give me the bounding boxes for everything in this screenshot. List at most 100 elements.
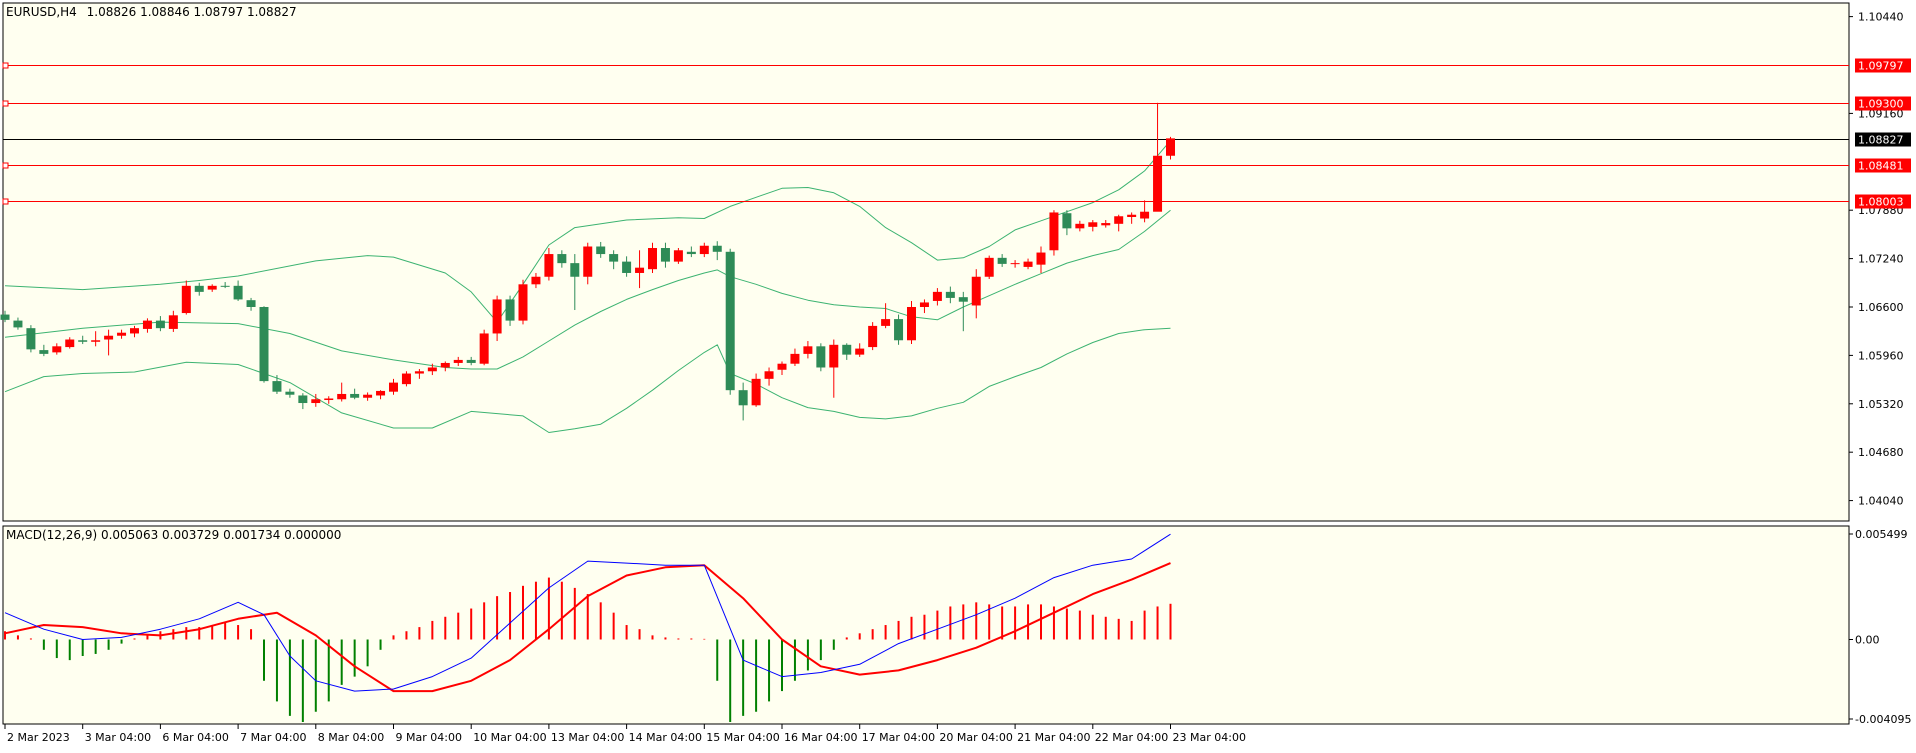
candle-body [117,332,127,336]
candle-body [868,325,878,348]
macd-panel[interactable] [2,525,1850,725]
current-price-text: 1.08827 [1858,134,1904,147]
candle-body [78,340,88,342]
candle-body [155,320,165,329]
candle-body [997,257,1007,264]
price-tick-label: 1.09160 [1858,107,1904,120]
candle-body [919,302,929,307]
candle-body [13,320,23,328]
candle-body [557,254,567,264]
candle-body [686,251,696,255]
candle-body [285,391,295,395]
level-tag-text-2: 1.09300 [1858,98,1904,111]
candle-body [1036,252,1046,265]
candle-body [65,339,75,348]
macd-tick-label: 0.00 [1855,633,1880,646]
candle-body [479,333,489,364]
candle-body [466,359,476,363]
candle-body [52,346,62,353]
candle-body [945,291,955,298]
time-tick-label: 7 Mar 04:00 [240,731,306,744]
bb-middle-line [4,209,1171,370]
time-tick-label: 23 Mar 04:00 [1173,731,1246,744]
horizontal-levels[interactable] [2,62,1849,205]
candle-body [699,245,709,255]
time-tick-label: 6 Mar 04:00 [162,731,228,744]
level-handle-3 [2,162,9,169]
candle-body [1075,223,1085,229]
candle-body [544,254,554,277]
candle-body [1127,214,1137,218]
candle-body [39,350,49,354]
candle-body [971,276,981,306]
candle-body [907,306,916,341]
macd-tick-label: -0.004095 [1855,713,1911,726]
candle-body [401,373,411,385]
candle-body [894,319,904,341]
time-axis: 2 Mar 2023 3 Mar 04:00 6 Mar 04:00 7 Mar 04… [4,724,1246,744]
candle-body [609,254,619,262]
candle-body [194,285,204,292]
candle-body [168,315,178,329]
candle-body [1114,216,1124,224]
level-tag-2 [1855,96,1911,111]
candle-body [311,399,321,404]
candle-body [673,250,683,262]
macd-signal-line [4,562,1171,693]
level-handle-2 [2,100,9,107]
time-tick-label: 8 Mar 04:00 [318,731,384,744]
time-tick-label: 9 Mar 04:00 [396,731,462,744]
candle-body [932,291,942,301]
time-tick-label: 17 Mar 04:00 [862,731,935,744]
candle-body [660,248,670,262]
candle-body [427,367,437,372]
candle-body [622,261,632,273]
candle-body [207,285,217,290]
candle-body [272,381,282,392]
time-tick-label: 16 Mar 04:00 [784,731,857,744]
candle-body [803,346,813,354]
candle-body [324,398,334,401]
candle-body [505,299,515,321]
candle-body [635,267,645,273]
candle-body [453,359,463,363]
candle-body [777,363,787,370]
candle-body [855,348,865,355]
candle-body [648,248,657,270]
time-tick-label: 15 Mar 04:00 [706,731,779,744]
candle-body [881,319,891,326]
time-tick-label: 3 Mar 04:00 [85,731,151,744]
candle-body [350,393,360,398]
candle-body [1140,211,1150,219]
candle-body [181,285,191,314]
candle-body [583,246,593,277]
candle-body [376,390,386,396]
candle-body [984,257,994,277]
candle-body [1088,222,1098,227]
ohlc-values: 1.08826 1.08846 1.08797 1.08827 [87,5,297,19]
candle-body [130,328,139,334]
price-tick-label: 1.05960 [1858,349,1904,362]
candle-body [958,297,968,302]
symbol-timeframe: EURUSD,H4 [6,5,77,19]
candle-body [233,285,243,300]
candle-body [337,393,347,400]
macd-label: MACD(12,26,9) 0.005063 0.003729 0.001734… [6,528,341,542]
candle-body [1153,155,1163,212]
time-tick-label: 14 Mar 04:00 [629,731,702,744]
candle-body [389,382,398,392]
candle-body [298,395,308,404]
price-tick-label: 1.05320 [1858,398,1904,411]
level-tag-1 [1855,58,1911,73]
level-labels: 1.09797 1.09300 1.08481 1.08003 1.08827 [1855,58,1911,209]
candle-body [246,300,256,307]
candle-body [751,378,761,406]
candle-body [1062,213,1072,229]
level-tag-text-3: 1.08481 [1858,160,1904,173]
candle-body [570,263,580,277]
candle-body [259,306,269,382]
bollinger-bands [4,140,1171,433]
candle-body [738,390,748,406]
price-panel[interactable] [2,2,1850,522]
